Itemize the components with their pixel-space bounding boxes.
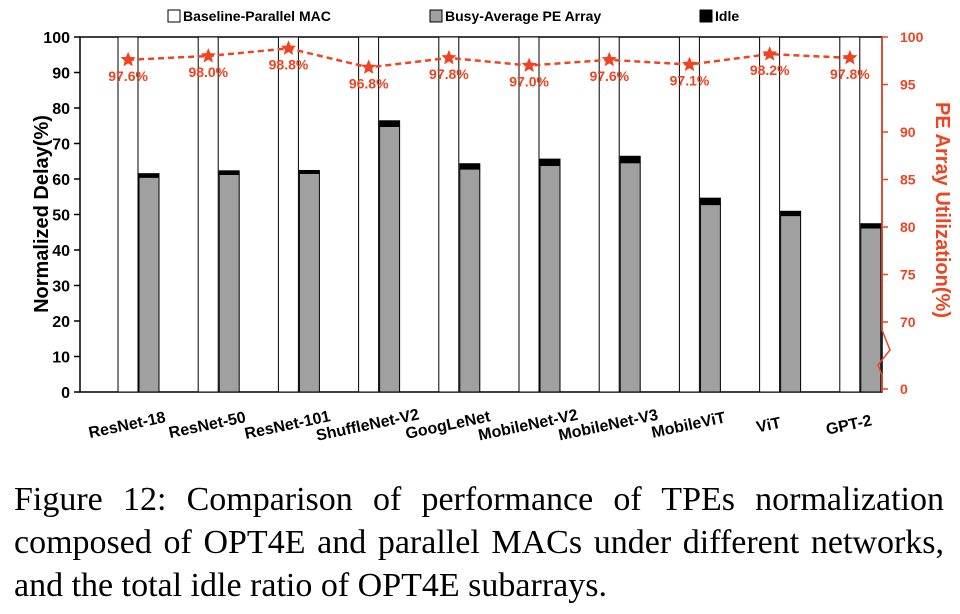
bar-baseline <box>117 36 139 393</box>
y-tick-label: 40 <box>52 243 70 260</box>
bar-busy <box>619 162 641 393</box>
utilization-label: 97.0% <box>509 74 549 90</box>
utilization-point <box>200 48 216 63</box>
bar-busy <box>298 172 320 393</box>
y2-tick-label: 0 <box>900 381 908 397</box>
bar-idle <box>619 155 641 164</box>
bar-busy <box>780 215 802 393</box>
bar-baseline <box>759 36 781 393</box>
utilization-label: 98.2% <box>750 62 790 78</box>
bar-baseline <box>598 36 620 393</box>
right-axis: 0 70 75 80 85 90 95 100 PE Array Utilization(%) <box>877 29 953 397</box>
y-tick-label: 0 <box>61 385 70 402</box>
y2-tick-label: 80 <box>900 219 916 235</box>
utilization-point <box>521 57 537 72</box>
bar-idle <box>298 169 320 174</box>
bar-idle <box>138 173 160 178</box>
utilization-label: 97.6% <box>108 68 148 84</box>
x-tick-label: ResNet-50 <box>167 409 247 442</box>
y2-tick-label: 100 <box>900 29 924 45</box>
y-tick-label: 90 <box>52 66 70 83</box>
utilization-point <box>601 51 617 67</box>
bar-idle <box>539 158 561 167</box>
chart-marks: 97.6% 98.0% 98.8% 96.8% 97.8% 97.0% 97.6% 97.1%… <box>108 36 882 393</box>
bar-idle <box>780 210 802 217</box>
x-axis: ResNet-18 ResNet-50ResNet-101ShuffleNet-V… <box>87 406 873 444</box>
utilization-label: 97.6% <box>589 68 629 84</box>
legend-swatch <box>429 9 443 23</box>
bar-busy <box>539 165 561 393</box>
utilization-label: 97.8% <box>429 66 469 82</box>
bar-baseline <box>678 36 700 393</box>
utilization-point <box>441 49 457 65</box>
utilization-label: 97.1% <box>670 73 710 89</box>
bar-busy <box>459 168 481 393</box>
right-axis-break <box>877 322 891 392</box>
y-tick-label: 50 <box>52 208 70 225</box>
bar-baseline <box>277 36 299 393</box>
y-tick-label: 70 <box>52 137 70 154</box>
bar-busy <box>860 227 882 393</box>
legend-label: Idle <box>715 8 739 24</box>
x-tick-label: ViT <box>755 415 783 437</box>
x-tick-label: ResNet-18 <box>87 409 167 442</box>
bar-busy <box>699 204 721 393</box>
y-tick-label: 30 <box>52 279 70 296</box>
y-axis-title: Normalized Delay(%) <box>31 115 53 313</box>
bar-busy <box>138 176 160 393</box>
legend: Baseline-Parallel MAC Busy-Average PE Arr… <box>167 8 739 24</box>
y2-tick-label: 75 <box>900 267 916 283</box>
bar-baseline <box>358 36 380 393</box>
bar-busy <box>379 125 401 393</box>
y-tick-label: 20 <box>52 314 70 331</box>
utilization-label: 98.0% <box>188 64 228 80</box>
y-tick-label: 100 <box>43 30 70 47</box>
chart: 97.6% 98.0% 98.8% 96.8% 97.8% 97.0% 97.6% 97.1%… <box>31 8 953 445</box>
bar-baseline <box>518 36 540 393</box>
bar-idle <box>699 197 721 206</box>
y-tick-label: 80 <box>52 101 70 118</box>
bar-idle <box>860 223 882 229</box>
y2-tick-label: 95 <box>900 77 916 93</box>
bar-idle <box>218 170 240 175</box>
y-tick-label: 10 <box>52 350 70 367</box>
bar-baseline <box>438 36 460 393</box>
x-tick-label: GPT-2 <box>825 412 874 438</box>
legend-swatch <box>699 9 713 23</box>
utilization-point <box>120 51 136 67</box>
bar-baseline <box>197 36 219 393</box>
utilization-point <box>361 59 377 74</box>
bar-busy <box>218 173 240 393</box>
y2-tick-label: 90 <box>900 124 916 140</box>
y-tick-label: 60 <box>52 172 70 189</box>
utilization-label: 97.8% <box>830 66 870 82</box>
bar-baseline <box>839 36 861 393</box>
legend-label: Busy-Average PE Array <box>445 8 601 24</box>
y2-tick-label: 70 <box>900 314 916 330</box>
utilization-label: 98.8% <box>269 56 309 72</box>
legend-label: Baseline-Parallel MAC <box>183 8 331 24</box>
bar-idle <box>379 120 401 127</box>
legend-swatch <box>167 9 181 23</box>
figure-caption: Figure 12: Comparison of performance of … <box>14 481 944 604</box>
utilization-point <box>280 40 297 55</box>
left-axis: 0 10 20 30 40 50 60 70 80 90 100 Normalized Delay(%… <box>31 30 80 402</box>
utilization-point <box>681 56 698 71</box>
utilization-label: 96.8% <box>349 75 389 91</box>
y2-axis-title: PE Array Utilization(%) <box>931 102 953 318</box>
bar-idle <box>459 163 481 170</box>
utilization-line <box>128 47 850 69</box>
y2-tick-label: 85 <box>900 172 916 188</box>
utilization-point <box>762 46 778 61</box>
x-tick-label: MobileViT <box>650 409 727 441</box>
utilization-point <box>842 49 858 65</box>
